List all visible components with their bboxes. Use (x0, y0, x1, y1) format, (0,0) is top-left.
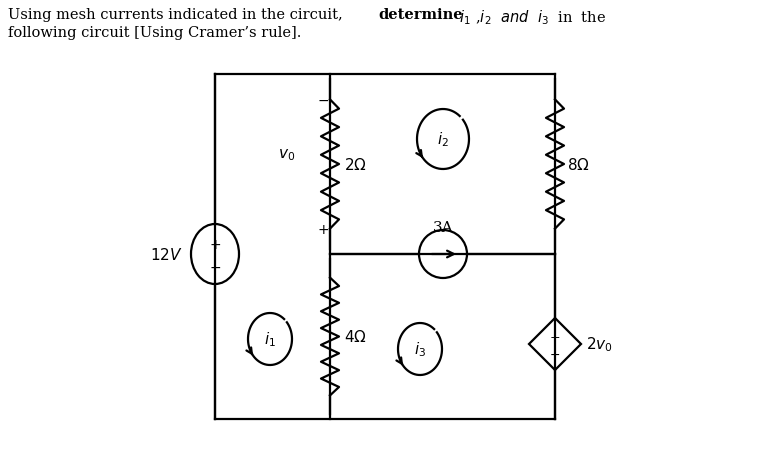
Text: $12V$: $12V$ (151, 246, 183, 262)
Text: $8\Omega$: $8\Omega$ (567, 156, 590, 173)
Text: $-$: $-$ (209, 259, 221, 273)
Text: $-$: $-$ (550, 347, 560, 360)
Text: $i_3$: $i_3$ (414, 340, 426, 359)
Text: $i_1$ ,$i_2$  $and$  $i_3$  in  the: $i_1$ ,$i_2$ $and$ $i_3$ in the (455, 8, 606, 27)
Text: $+$: $+$ (317, 222, 329, 236)
Text: $+$: $+$ (550, 331, 560, 344)
Text: $2v_0$: $2v_0$ (586, 335, 613, 354)
Text: following circuit [Using Cramer’s rule].: following circuit [Using Cramer’s rule]. (8, 26, 301, 40)
Text: $-$: $-$ (317, 93, 329, 107)
Text: $i_1$: $i_1$ (264, 330, 276, 349)
Text: $+$: $+$ (209, 238, 221, 252)
Text: $v_0$: $v_0$ (278, 147, 295, 162)
Text: $4\Omega$: $4\Omega$ (344, 329, 367, 345)
Text: $i_2$: $i_2$ (437, 130, 449, 149)
Text: Using mesh currents indicated in the circuit,: Using mesh currents indicated in the cir… (8, 8, 347, 22)
Text: 3A: 3A (432, 221, 453, 235)
Text: $2\Omega$: $2\Omega$ (344, 156, 367, 173)
Text: determine: determine (378, 8, 462, 22)
